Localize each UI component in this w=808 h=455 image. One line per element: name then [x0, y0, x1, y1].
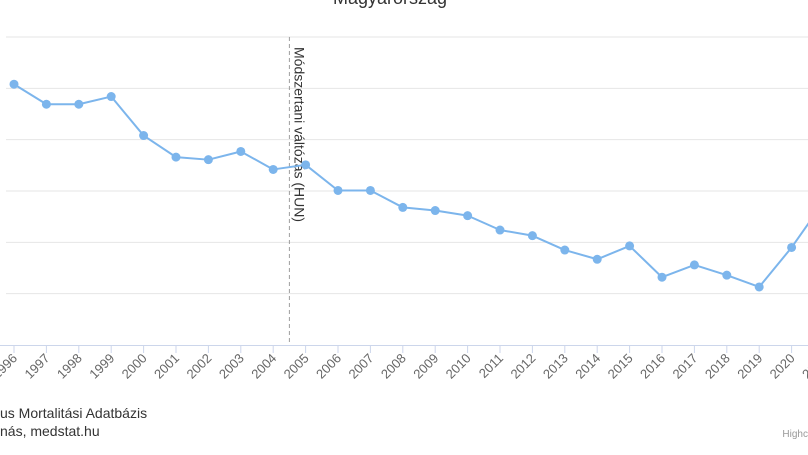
x-tick-label: 2008 [378, 351, 409, 382]
x-tick-label: 2004 [248, 351, 279, 382]
data-point[interactable] [560, 245, 570, 255]
x-tick-label: 2000 [119, 351, 150, 382]
data-point[interactable] [398, 202, 408, 212]
x-tick-label: 2006 [313, 351, 344, 382]
data-point[interactable] [625, 241, 635, 251]
data-point[interactable] [171, 152, 181, 162]
x-tick-labels: 1996 1997 1998 1999 2000 2001 2002 2003 2004 2005… [0, 351, 808, 382]
data-point[interactable] [203, 155, 213, 165]
plot-line-method-change: Módszertani váltózás (HUN) [288, 37, 307, 345]
x-tick-label: 2001 [151, 351, 182, 382]
series-path [13, 83, 808, 288]
series-line [13, 83, 808, 288]
data-point[interactable] [722, 270, 732, 280]
data-point[interactable] [430, 206, 440, 216]
data-point[interactable] [106, 92, 116, 102]
x-tick-label: 1999 [86, 351, 117, 382]
data-point[interactable] [463, 211, 473, 221]
source-credits: us Mortalitási Adatbázis nás, medstat.hu [0, 404, 147, 440]
chart-title: Magyarország [333, 0, 447, 8]
data-point[interactable] [527, 231, 537, 241]
data-point[interactable] [301, 160, 311, 170]
x-tick-label: 1997 [21, 351, 52, 382]
x-tick-label: 2021 [799, 351, 808, 382]
data-point[interactable] [689, 260, 699, 270]
data-point[interactable] [333, 185, 343, 195]
x-tick-label: 2015 [605, 351, 636, 382]
source-credit-line-2: nás, medstat.hu [0, 423, 100, 439]
data-point[interactable] [139, 131, 149, 141]
x-tick-label: 2010 [443, 351, 474, 382]
x-tick-label: 2003 [216, 351, 247, 382]
data-point[interactable] [236, 146, 246, 156]
x-tick-label: 1996 [0, 351, 20, 382]
x-tick-label: 2016 [637, 351, 668, 382]
data-point[interactable] [9, 79, 19, 89]
highcharts-credit-link[interactable]: Highc [782, 429, 808, 440]
x-tick-label: 2002 [183, 351, 214, 382]
x-tick-label: 2012 [507, 351, 538, 382]
data-point[interactable] [365, 185, 375, 195]
source-credit-line-1: us Mortalitási Adatbázis [0, 405, 148, 421]
plot-line-label: Módszertani váltózás (HUN) [291, 47, 307, 222]
data-point[interactable] [74, 99, 84, 109]
data-point[interactable] [268, 164, 278, 174]
x-tick-label: 2020 [767, 351, 798, 382]
data-point[interactable] [787, 242, 797, 252]
x-tick-label: 2018 [702, 351, 733, 382]
x-tick-label: 2009 [410, 351, 441, 382]
x-tick-label: 2019 [734, 351, 765, 382]
series-points[interactable] [9, 79, 808, 292]
data-point[interactable] [592, 254, 602, 264]
data-point[interactable] [754, 282, 764, 292]
data-point[interactable] [657, 272, 667, 282]
x-tick-label: 2013 [540, 351, 571, 382]
data-point[interactable] [495, 225, 505, 235]
x-tick-label: 1998 [54, 351, 85, 382]
data-point[interactable] [41, 99, 51, 109]
x-tick-label: 2011 [476, 351, 506, 381]
x-tick-label: 2014 [572, 351, 603, 382]
x-axis [0, 345, 808, 353]
grid-lines [6, 36, 808, 295]
x-tick-label: 2017 [669, 351, 700, 382]
x-tick-label: 2005 [281, 351, 312, 382]
x-tick-label: 2007 [345, 351, 376, 382]
